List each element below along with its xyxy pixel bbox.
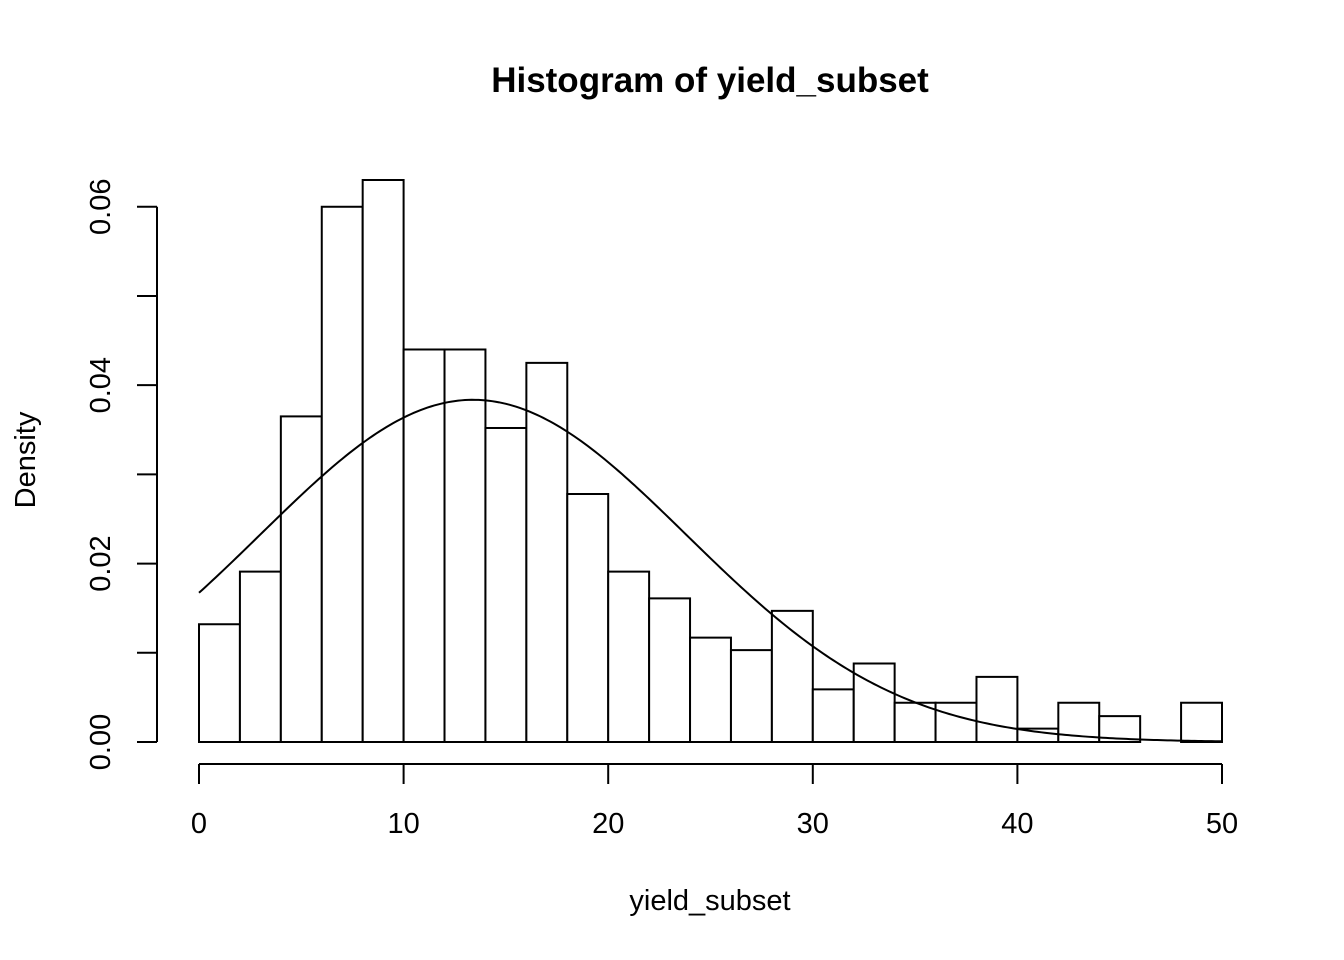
histogram-bar xyxy=(443,348,487,743)
chart-title: Histogram of yield_subset xyxy=(491,61,929,100)
histogram-bar xyxy=(648,597,692,744)
histogram-bar xyxy=(279,415,323,743)
histogram-bar xyxy=(1180,701,1223,743)
histogram-bar xyxy=(811,688,855,743)
x-tick-label: 0 xyxy=(191,808,207,840)
histogram-bar xyxy=(320,205,364,743)
histogram-bar xyxy=(934,701,978,743)
x-tick-label: 40 xyxy=(1001,808,1033,840)
histogram-bar xyxy=(607,570,651,743)
y-axis-label: Density xyxy=(10,411,42,508)
density-curve xyxy=(198,398,1223,743)
histogram-bar xyxy=(770,609,814,743)
histogram-bar xyxy=(361,179,405,743)
histogram-bar xyxy=(566,493,610,743)
histogram-bar xyxy=(484,426,528,743)
y-axis: 0.00 0.02 0.04 0.06 xyxy=(85,179,158,770)
y-tick-label: 0.00 xyxy=(85,714,117,770)
x-tick-label: 20 xyxy=(592,808,624,840)
density-curve-group xyxy=(198,398,1223,743)
histogram-bar xyxy=(238,570,282,743)
x-tick-label: 30 xyxy=(797,808,829,840)
x-tick-label: 50 xyxy=(1206,808,1238,840)
histogram-bar xyxy=(525,361,569,743)
histogram-bar xyxy=(729,649,773,743)
bars-group xyxy=(198,179,1223,744)
y-tick-label: 0.04 xyxy=(85,357,117,413)
x-axis: 0 10 20 30 40 50 xyxy=(191,763,1238,840)
x-tick-label: 10 xyxy=(387,808,419,840)
histogram-bar xyxy=(198,623,241,743)
y-tick-label: 0.02 xyxy=(85,535,117,591)
histogram-bar xyxy=(975,675,1019,744)
y-tick-label: 0.06 xyxy=(85,179,117,235)
histogram-bar xyxy=(689,636,732,744)
x-axis-label: yield_subset xyxy=(629,885,790,917)
